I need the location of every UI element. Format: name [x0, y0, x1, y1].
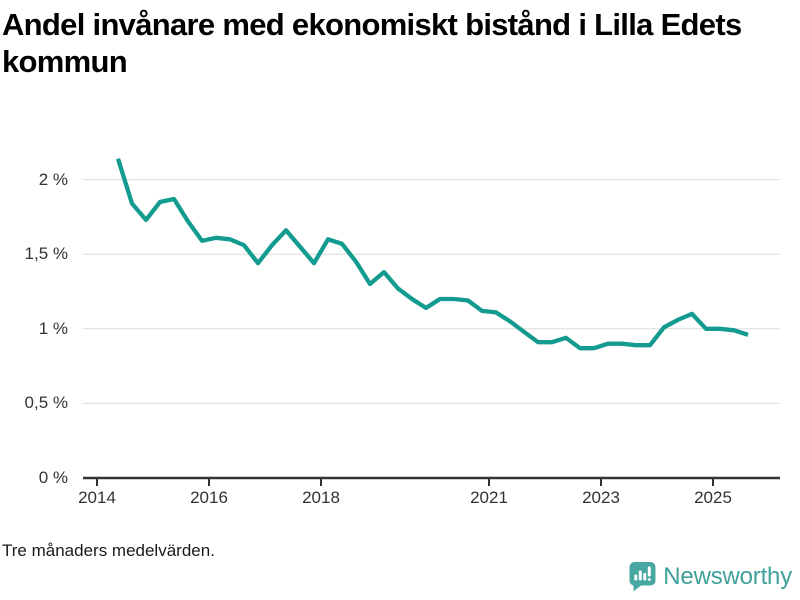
x-axis-tick-label: 2014 [78, 488, 116, 507]
y-axis-tick-label: 1 % [38, 318, 68, 338]
y-axis-tick-label: 1,5 % [24, 244, 68, 264]
x-axis-tick-label: 2025 [694, 488, 732, 507]
newsworthy-wordmark: Newsworthy [663, 562, 792, 590]
chart-footnote: Tre månaders medelvärden. [2, 541, 215, 560]
x-axis-tick-label: 2021 [470, 488, 508, 507]
y-axis-tick-label: 0,5 % [24, 393, 68, 413]
chart-title: Andel invånare med ekonomiskt bistånd i … [2, 7, 742, 79]
newsworthy-logo: Newsworthy [628, 561, 792, 592]
y-axis-tick-label: 2 % [38, 169, 68, 189]
newsworthy-speech-bubble-bar-chart-icon [629, 562, 656, 592]
y-axis-tick-label: 0 % [38, 468, 68, 487]
x-axis-tick-label: 2016 [190, 488, 228, 507]
data-line [115, 158, 749, 351]
x-axis-tick-label: 2023 [582, 488, 620, 507]
x-axis-tick-label: 2018 [302, 488, 340, 507]
